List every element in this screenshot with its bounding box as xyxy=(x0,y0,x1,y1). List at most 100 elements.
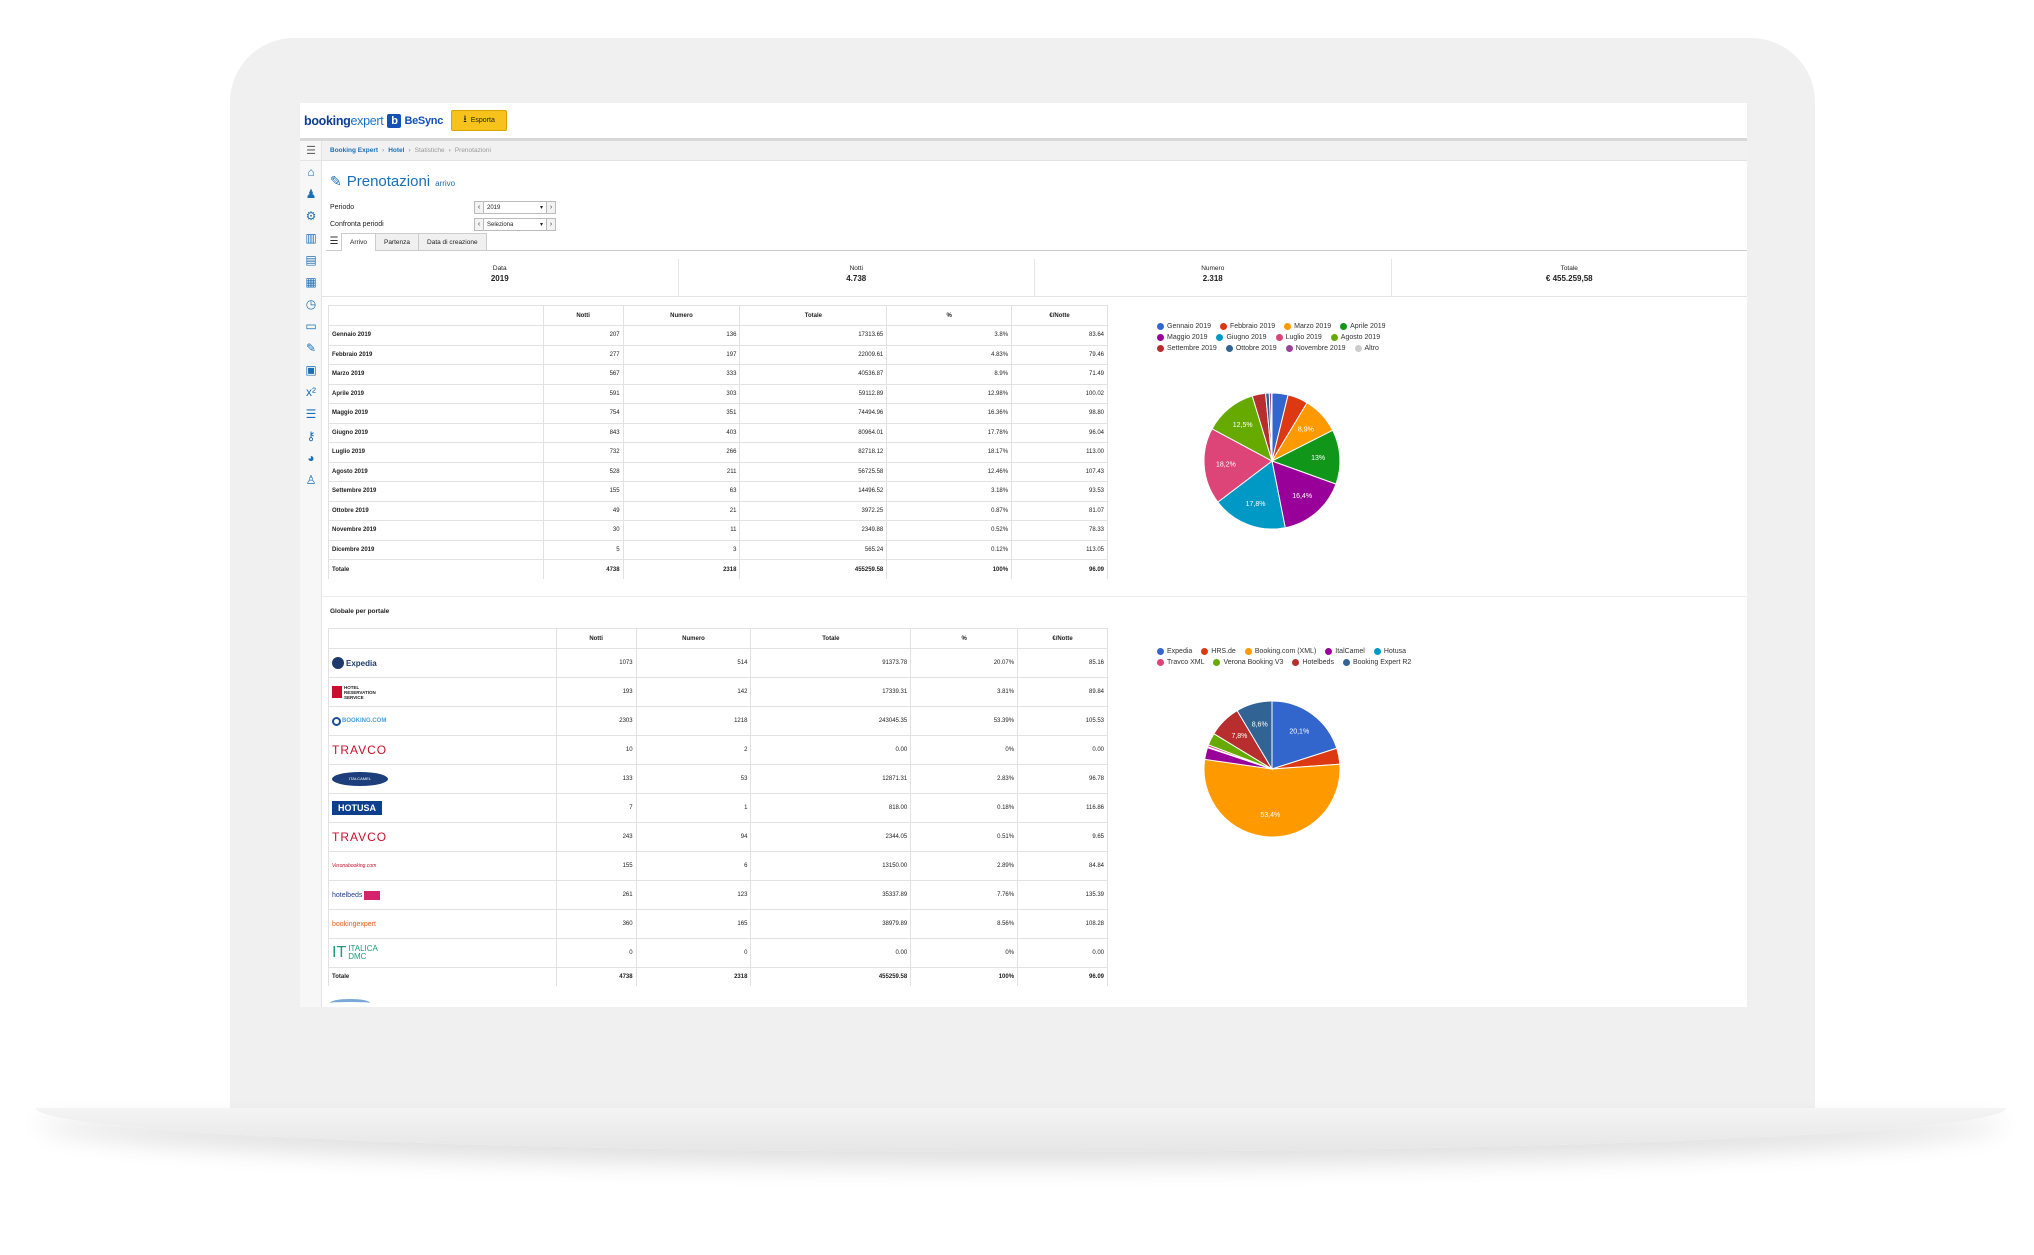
home-icon[interactable]: ⌂ xyxy=(307,165,315,179)
tab-data-di-creazione[interactable]: Data di creazione xyxy=(418,233,487,250)
table-cell: 89.84 xyxy=(1017,677,1108,707)
legend-item[interactable]: Ottobre 2019 xyxy=(1225,345,1277,352)
table-row: bookingexpert 360 165 38979.89 8.56% 108.28 xyxy=(328,909,1108,939)
legend-item[interactable]: ItalCamel xyxy=(1325,648,1365,655)
legend-item[interactable]: Agosto 2019 xyxy=(1330,334,1381,341)
app-logo[interactable]: booking expert b BeSync xyxy=(304,113,443,128)
period-select[interactable]: 2019 ▾ xyxy=(484,201,546,214)
table-cell: 108.28 xyxy=(1017,909,1108,939)
period-next-button[interactable]: › xyxy=(546,201,556,214)
legend-label: Booking Expert R2 xyxy=(1352,659,1412,666)
table-row: Veronabooking.com 155 6 13150.00 2.89% 84.84 xyxy=(328,851,1108,881)
legend-item[interactable]: Booking Expert R2 xyxy=(1342,659,1412,666)
globe-icon xyxy=(332,657,344,669)
table-cell: 193 xyxy=(555,677,637,707)
table-cell: 1218 xyxy=(635,706,752,736)
period-prev-button[interactable]: ‹ xyxy=(474,201,484,214)
legend-item[interactable]: Altro xyxy=(1354,345,1379,352)
table-cell: 123 xyxy=(635,880,752,910)
monitor-icon[interactable]: ▭ xyxy=(305,319,317,333)
key-icon[interactable]: ⚷ xyxy=(306,429,316,443)
checklist-icon[interactable]: ☰ xyxy=(305,407,317,421)
legend-swatch xyxy=(1157,345,1164,352)
clock-icon[interactable]: ◷ xyxy=(305,297,317,311)
pie-slice[interactable] xyxy=(1236,700,1273,771)
list-icon[interactable]: ▤ xyxy=(305,253,317,267)
legend-item[interactable]: Gennaio 2019 xyxy=(1157,323,1211,330)
sidebar-toggle-icon[interactable]: ☰ xyxy=(300,141,322,161)
building-icon[interactable]: ▦ xyxy=(305,275,317,289)
legend-label: Novembre 2019 xyxy=(1295,345,1346,352)
column-header: €/Notte xyxy=(1017,628,1108,649)
pie-slice[interactable] xyxy=(1203,758,1341,838)
legend-item[interactable]: Travco XML xyxy=(1157,659,1204,666)
column-header: % xyxy=(886,305,1013,326)
summary-label: Notti xyxy=(849,265,863,272)
summary-bar: Data 2019 Notti 4.738 Numero 2.318 Total… xyxy=(322,259,1747,297)
legend-item[interactable]: Expedia xyxy=(1157,648,1192,655)
breadcrumb-link-statistiche[interactable]: Statistiche xyxy=(414,147,445,154)
hamburger-icon[interactable]: ☰ xyxy=(329,236,339,247)
pie-slice[interactable] xyxy=(1270,392,1273,462)
legend-item[interactable]: Booking.com (XML) xyxy=(1244,648,1316,655)
chart-icon[interactable]: ▥ xyxy=(305,231,317,245)
row-label: Gennaio 2019 xyxy=(328,325,544,345)
table-row: IT ITALICA DMC 0 0 0.00 0% 0.00 xyxy=(328,938,1108,968)
legend-item[interactable]: Hotusa xyxy=(1373,648,1406,655)
table-row: Expedia 1073 514 91373.78 20.07% 85.16 xyxy=(328,648,1108,678)
legend-item[interactable]: Giugno 2019 xyxy=(1216,334,1267,341)
legend-label: Agosto 2019 xyxy=(1340,334,1381,341)
italica-mark-icon: IT xyxy=(332,944,347,961)
settings-icon[interactable]: ⚙ xyxy=(305,209,317,223)
legend-item[interactable]: Verona Booking V3 xyxy=(1213,659,1283,666)
legend-swatch xyxy=(1354,345,1362,352)
table-cell: 8.9% xyxy=(886,364,1013,384)
compare-prev-button[interactable]: ‹ xyxy=(474,218,484,231)
breadcrumb-link-hotel[interactable]: Hotel xyxy=(388,147,405,154)
legend-item[interactable]: Febbraio 2019 xyxy=(1219,323,1275,330)
tab-arrivo[interactable]: Arrivo xyxy=(341,233,376,251)
legend-label: Luglio 2019 xyxy=(1285,334,1322,341)
pie-slice[interactable] xyxy=(1217,460,1286,530)
legend-item[interactable]: Marzo 2019 xyxy=(1284,323,1331,330)
legend-item[interactable]: Settembre 2019 xyxy=(1157,345,1217,352)
table-cell: 0 xyxy=(555,938,637,968)
compare-next-button[interactable]: › xyxy=(546,218,556,231)
legend-item[interactable]: HRS.de xyxy=(1201,648,1236,655)
tab-partenza[interactable]: Partenza xyxy=(374,233,420,250)
summary-notti: Notti 4.738 xyxy=(679,259,1035,296)
table-cell: 351 xyxy=(622,403,741,423)
table-cell: 2.83% xyxy=(910,764,1019,794)
sitemap-icon[interactable]: ♙ xyxy=(305,473,317,487)
table-cell: 1073 xyxy=(555,648,637,678)
wrench-icon[interactable]: ✎ xyxy=(305,341,317,355)
pie-slice[interactable] xyxy=(1271,460,1337,529)
calculator-icon[interactable]: ▣ xyxy=(305,363,317,377)
legend-item[interactable]: Maggio 2019 xyxy=(1157,334,1207,341)
user-icon[interactable]: ♟ xyxy=(305,187,317,201)
export-button[interactable]: ⭳ Esporta xyxy=(451,110,508,131)
portal-logo-italica: IT ITALICA DMC xyxy=(328,938,557,968)
pie-chart-icon[interactable]: ◕ xyxy=(307,451,315,465)
row-label: Agosto 2019 xyxy=(328,461,544,482)
pie-slice[interactable] xyxy=(1203,428,1273,503)
pie-slice[interactable] xyxy=(1271,700,1338,770)
portal-logo-expedia: Expedia xyxy=(328,648,557,678)
logo-text: HOTUSA xyxy=(332,801,382,815)
legend-item[interactable]: Novembre 2019 xyxy=(1285,345,1346,352)
compare-select[interactable]: Seleziona ▾ xyxy=(484,218,546,231)
legend-item[interactable]: Hotelbeds xyxy=(1292,659,1334,666)
table-cell: 81.07 xyxy=(1011,500,1108,521)
legend-swatch xyxy=(1373,648,1381,655)
table-cell: 0 xyxy=(635,938,752,968)
table-cell: 2303 xyxy=(555,706,637,736)
table-cell: 53 xyxy=(635,764,752,794)
table-cell: 21 xyxy=(622,500,741,521)
breadcrumb-link-booking-expert[interactable]: Booking Expert xyxy=(330,147,379,154)
row-label: Luglio 2019 xyxy=(328,442,544,462)
table-cell: 49 xyxy=(542,500,624,521)
legend-item[interactable]: Aprile 2019 xyxy=(1340,323,1386,330)
pie-slice[interactable] xyxy=(1270,429,1341,485)
legend-item[interactable]: Luglio 2019 xyxy=(1275,334,1322,341)
superscript-icon[interactable]: x² xyxy=(306,385,316,399)
